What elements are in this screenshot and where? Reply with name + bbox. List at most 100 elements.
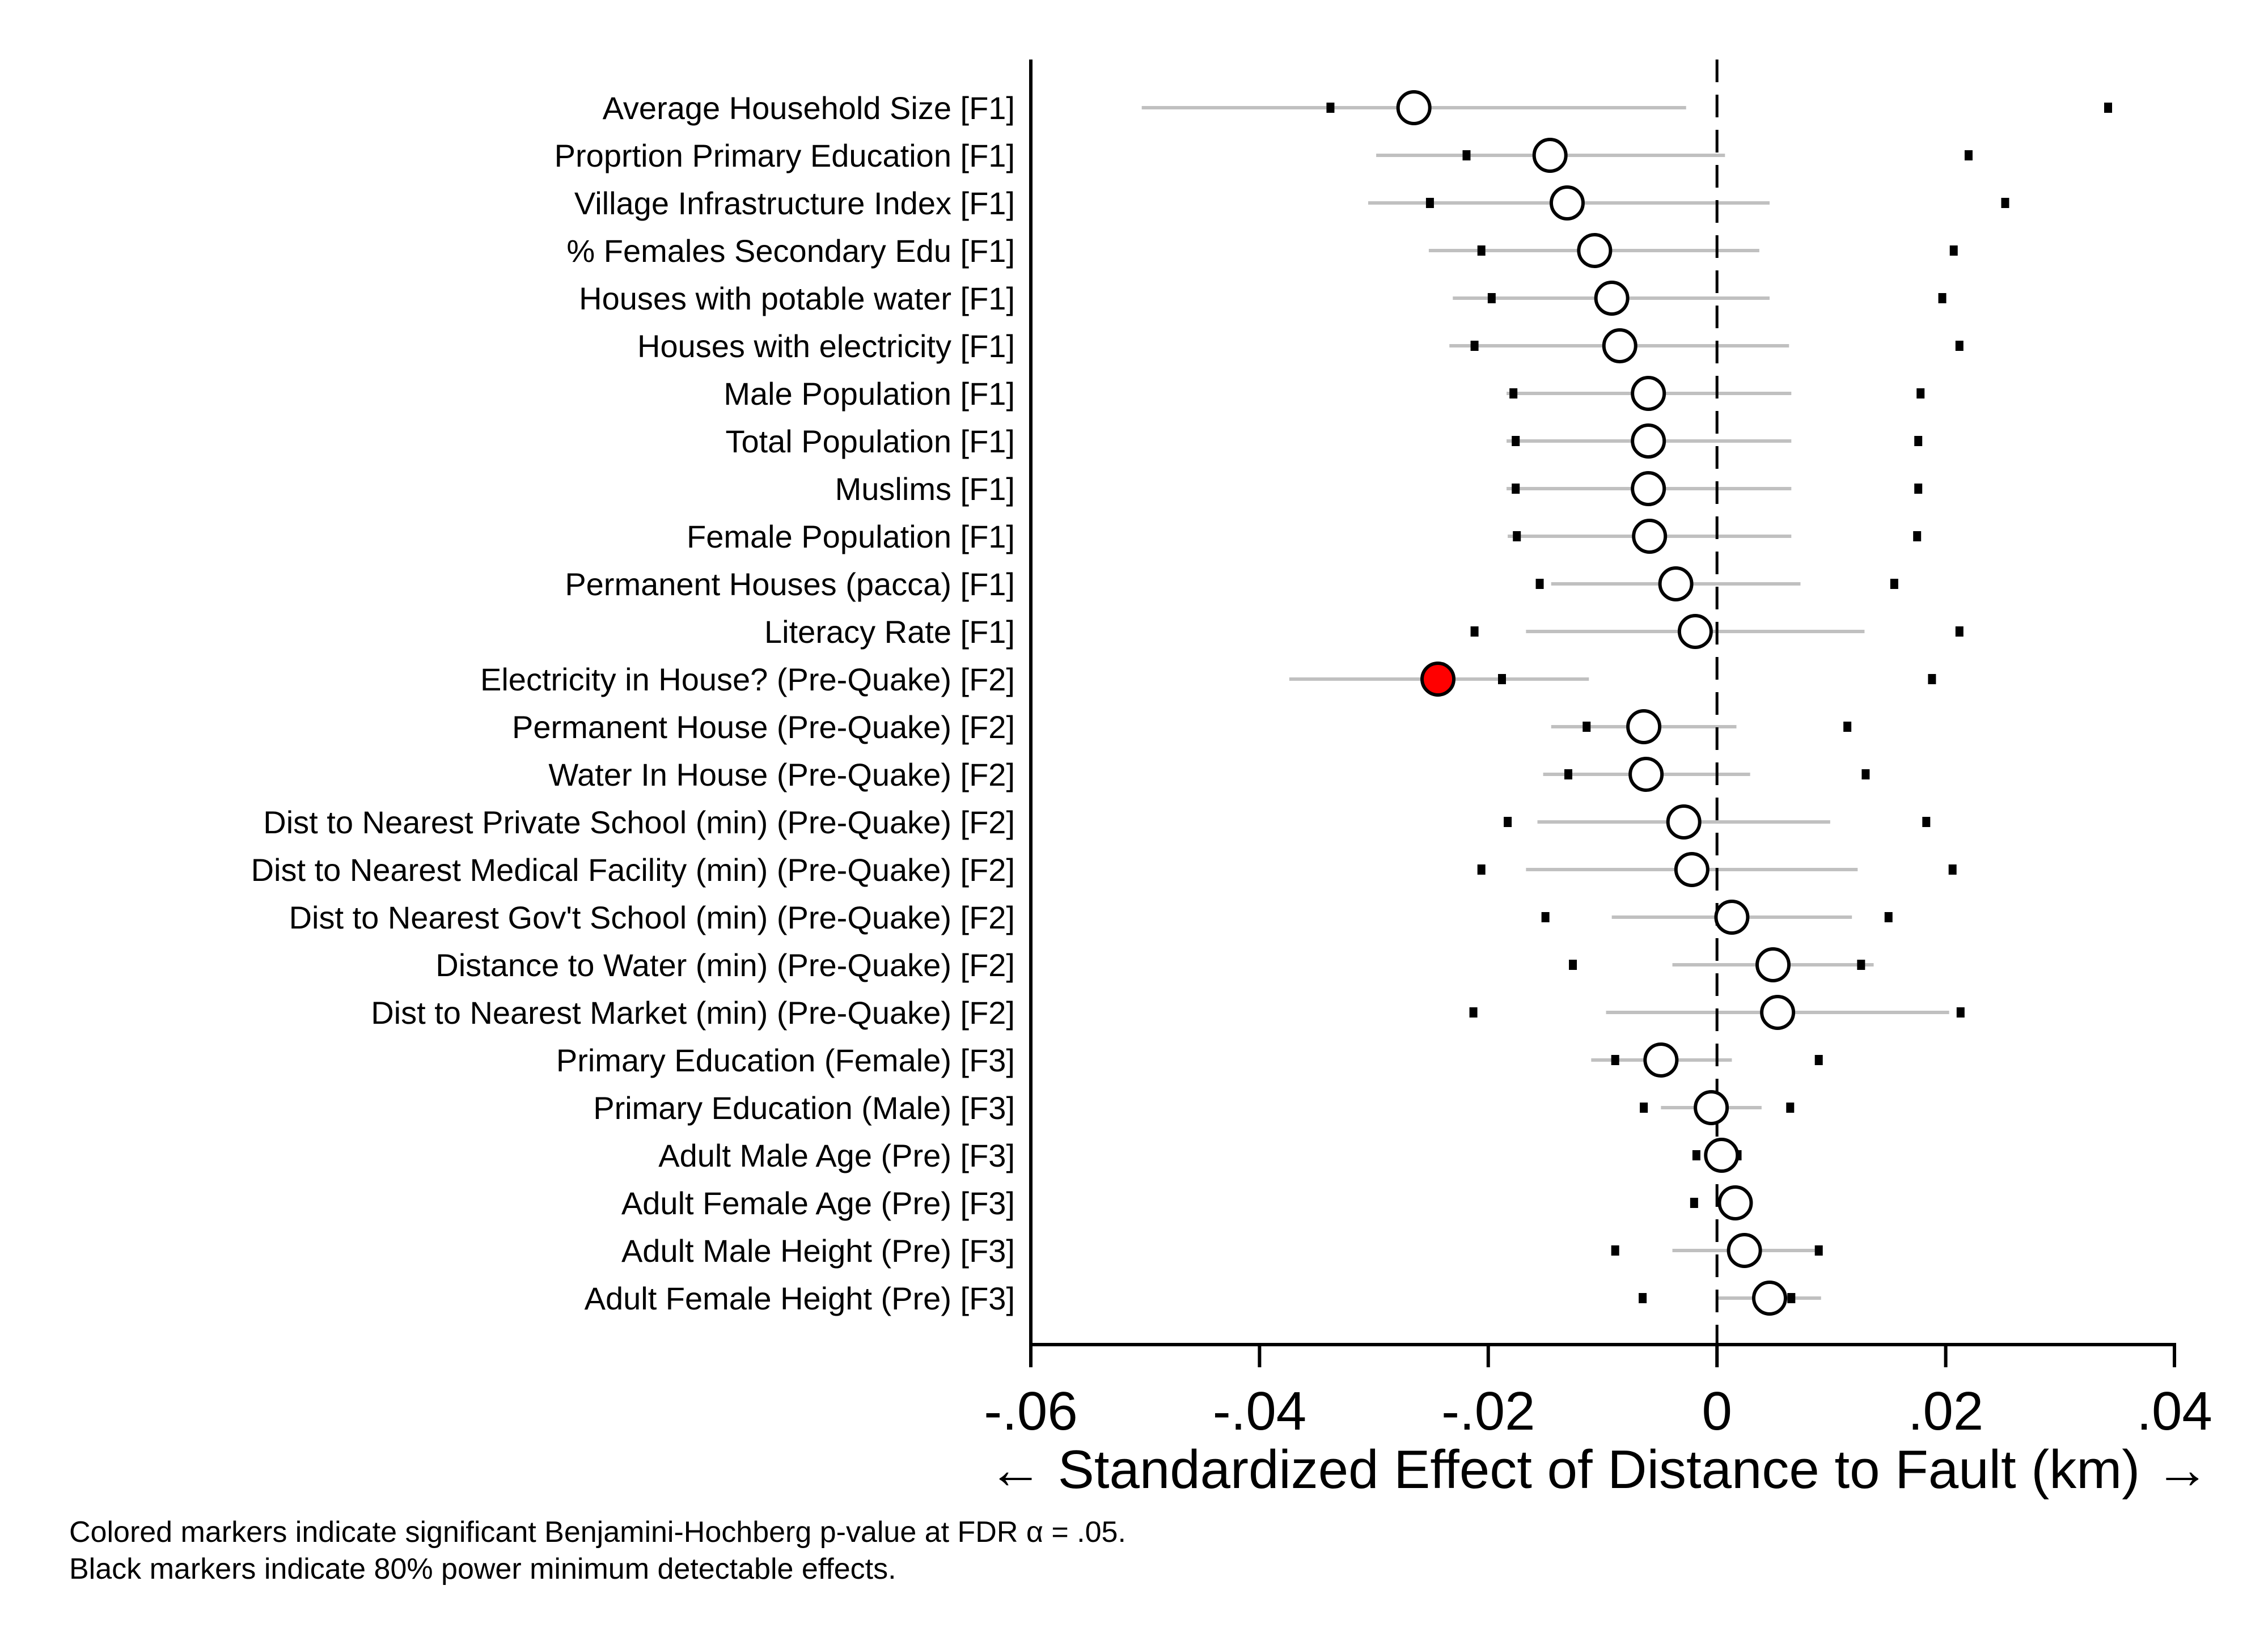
point-estimate bbox=[1628, 757, 1664, 792]
mde-marker-upper bbox=[1964, 150, 1973, 160]
mde-marker-upper bbox=[1949, 245, 1958, 256]
mde-marker-lower bbox=[1692, 1150, 1700, 1160]
x-tick-label: -.04 bbox=[1213, 1381, 1306, 1442]
mde-marker-upper bbox=[1928, 674, 1936, 684]
mde-marker-lower bbox=[1541, 912, 1550, 922]
point-estimate bbox=[1751, 1281, 1787, 1316]
mde-marker-upper bbox=[1956, 1007, 1965, 1018]
row-label: Distance to Water (min) (Pre-Quake) [F2] bbox=[435, 947, 1015, 983]
point-estimate bbox=[1760, 995, 1796, 1030]
note-line-1: Colored markers indicate significant Ben… bbox=[69, 1516, 1126, 1549]
row-label: Adult Male Height (Pre) [F3] bbox=[621, 1233, 1015, 1269]
mde-marker-lower bbox=[1569, 960, 1577, 970]
point-estimate bbox=[1677, 614, 1713, 649]
mde-marker-lower bbox=[1477, 245, 1486, 256]
row-labels: Average Household Size [F1] Proprtion Pri… bbox=[251, 90, 1015, 1316]
mde-marker-upper bbox=[1786, 1103, 1795, 1113]
confidence-intervals bbox=[1141, 106, 1949, 1300]
row-label: Village Infrastructure Index [F1] bbox=[574, 185, 1015, 221]
point-estimate bbox=[1658, 566, 1694, 601]
row-label: Dist to Nearest Private School (min) (Pr… bbox=[263, 804, 1015, 840]
mde-marker-lower bbox=[1512, 484, 1520, 494]
point-estimate bbox=[1704, 1138, 1740, 1173]
mde-marker-upper bbox=[2001, 198, 2009, 208]
point-estimate-significant bbox=[1420, 662, 1456, 697]
mde-marker-lower bbox=[1425, 198, 1434, 208]
point-estimates bbox=[1396, 90, 1796, 1316]
mde-marker-lower bbox=[1535, 579, 1544, 589]
row-label: Muslims [F1] bbox=[835, 471, 1015, 507]
x-tick-label: -.06 bbox=[984, 1381, 1077, 1442]
point-estimate bbox=[1755, 947, 1791, 982]
row-label: Literacy Rate [F1] bbox=[764, 614, 1015, 650]
x-tick-label: 0 bbox=[1702, 1381, 1732, 1442]
mde-marker-upper bbox=[1814, 1245, 1823, 1256]
axes: -.06 -.04 -.02 0 .02 .04 bbox=[984, 60, 2212, 1442]
mde-marker-upper bbox=[1914, 484, 1923, 494]
mde-marker-lower bbox=[1513, 531, 1521, 541]
mde-marker-upper bbox=[1787, 1293, 1796, 1303]
row-label: Houses with potable water [F1] bbox=[579, 281, 1015, 316]
point-estimate bbox=[1602, 328, 1637, 363]
mde-marker-lower bbox=[1462, 150, 1471, 160]
point-estimate bbox=[1594, 281, 1630, 316]
mde-marker-lower bbox=[1611, 1245, 1619, 1256]
mde-marker-lower bbox=[1469, 1007, 1478, 1018]
point-estimate bbox=[1727, 1233, 1762, 1268]
mde-marker-lower bbox=[1564, 769, 1572, 779]
point-estimate bbox=[1631, 471, 1666, 506]
mde-marker-upper bbox=[1948, 864, 1957, 875]
point-estimate bbox=[1532, 138, 1568, 173]
mde-marker-lower bbox=[1470, 626, 1479, 637]
note-line-2: Black markers indicate 80% power minimum… bbox=[69, 1553, 896, 1586]
point-estimate bbox=[1643, 1042, 1679, 1078]
x-tick-label: .04 bbox=[2136, 1381, 2212, 1442]
row-label: Water In House (Pre-Quake) [F2] bbox=[548, 757, 1015, 792]
mde-marker-upper bbox=[1890, 579, 1898, 589]
mde-marker-upper bbox=[1955, 341, 1964, 351]
row-label: Permanent Houses (pacca) [F1] bbox=[565, 566, 1015, 602]
row-label: Female Population [F1] bbox=[687, 519, 1015, 554]
mde-marker-upper bbox=[1861, 769, 1870, 779]
row-label: Primary Education (Female) [F3] bbox=[556, 1042, 1015, 1078]
mde-marker-lower bbox=[1498, 674, 1507, 684]
row-label: Adult Female Age (Pre) [F3] bbox=[621, 1185, 1015, 1221]
row-label: Adult Male Age (Pre) [F3] bbox=[658, 1138, 1015, 1173]
mde-marker-upper bbox=[1916, 388, 1925, 399]
mde-marker-lower bbox=[1512, 436, 1520, 446]
row-label: Primary Education (Male) [F3] bbox=[593, 1090, 1015, 1126]
mde-marker-lower bbox=[1690, 1198, 1698, 1208]
point-estimate bbox=[1631, 423, 1666, 459]
mde-marker-lower bbox=[1470, 341, 1479, 351]
point-estimate bbox=[1674, 852, 1710, 887]
mde-marker-upper bbox=[2104, 103, 2113, 113]
mde-marker-upper bbox=[1922, 817, 1931, 827]
mde-marker-lower bbox=[1504, 817, 1512, 827]
mde-marker-lower bbox=[1640, 1103, 1648, 1113]
row-label: Dist to Nearest Medical Facility (min) (… bbox=[251, 852, 1015, 888]
point-estimate bbox=[1631, 376, 1666, 411]
row-label: Adult Female Height (Pre) [F3] bbox=[585, 1281, 1015, 1316]
row-label: % Females Secondary Edu [F1] bbox=[566, 233, 1015, 269]
mde-marker-lower bbox=[1582, 722, 1591, 732]
mde-marker-lower bbox=[1487, 293, 1496, 303]
mde-marker-lower bbox=[1509, 388, 1518, 399]
mde-marker-upper bbox=[1814, 1055, 1823, 1065]
mde-marker-lower bbox=[1611, 1055, 1619, 1065]
x-axis-label: ← Standardized Effect of Distance to Fau… bbox=[988, 1439, 2210, 1500]
mde-marker-upper bbox=[1843, 722, 1852, 732]
point-estimate bbox=[1694, 1090, 1729, 1125]
mde-marker-lower bbox=[1477, 864, 1486, 875]
mde-marker-upper bbox=[1857, 960, 1865, 970]
row-label: Houses with electricity [F1] bbox=[637, 328, 1015, 364]
mde-marker-upper bbox=[1938, 293, 1947, 303]
x-tick-label: .02 bbox=[1908, 1381, 1983, 1442]
mde-marker-lower bbox=[1326, 103, 1335, 113]
point-estimate bbox=[1632, 519, 1668, 554]
mde-marker-lower bbox=[1639, 1293, 1647, 1303]
point-estimate bbox=[1666, 804, 1702, 840]
point-estimate bbox=[1577, 233, 1613, 268]
point-estimate bbox=[1714, 900, 1750, 935]
row-label: Electricity in House? (Pre-Quake) [F2] bbox=[480, 662, 1015, 697]
